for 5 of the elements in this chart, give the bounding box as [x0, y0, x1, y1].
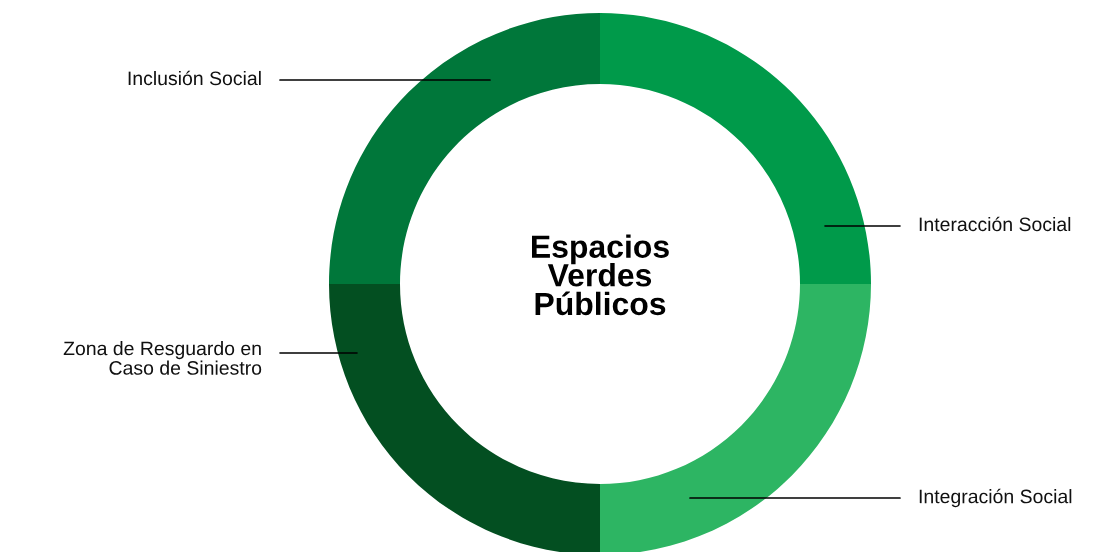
slice-label: Integración Social — [919, 488, 1072, 508]
slice-label: Zona de Resguardo en Caso de Siniestro — [63, 341, 262, 375]
text: Espacios Verdes Públicos — [532, 234, 669, 316]
slice-label: Interacción Social — [919, 216, 1071, 232]
slice-label: Inclusión Social — [128, 70, 261, 86]
